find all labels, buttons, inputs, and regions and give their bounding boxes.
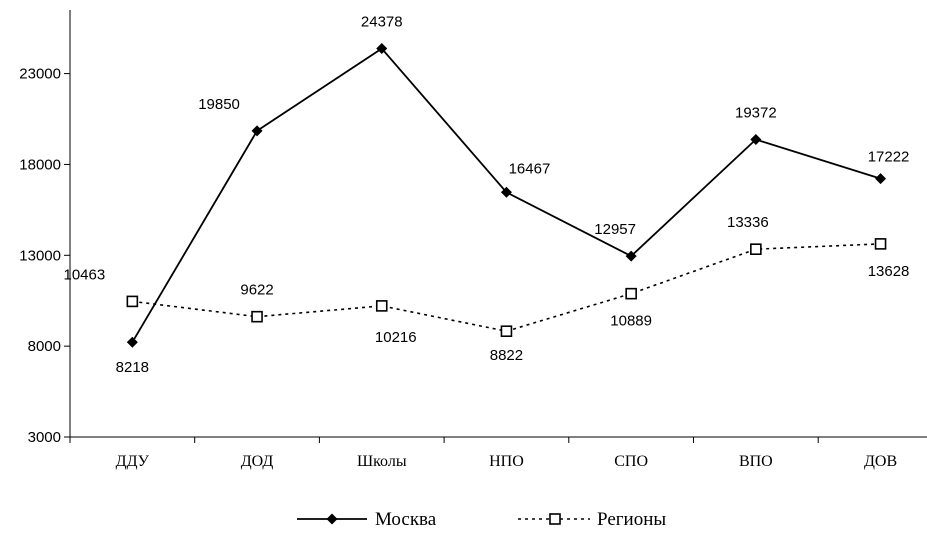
y-tick-label: 23000 — [19, 66, 61, 83]
data-point — [500, 186, 512, 198]
data-label: 13336 — [727, 214, 769, 231]
x-tick-label: Школы — [357, 453, 407, 470]
x-tick-label: ДОВ — [864, 453, 897, 470]
data-point — [251, 310, 263, 323]
data-point — [875, 173, 887, 185]
y-tick-label: 13000 — [19, 247, 61, 264]
y-tick-label: 18000 — [19, 156, 61, 173]
y-tick-label: 3000 — [28, 429, 61, 446]
data-label: 24378 — [361, 14, 403, 31]
data-label: 8218 — [116, 359, 149, 376]
data-labels: 8218 19850 24378 16467 12957 19372 17222 10463 9… — [63, 14, 909, 377]
data-label: 16467 — [509, 160, 551, 177]
data-point — [126, 295, 139, 308]
data-point — [750, 243, 762, 255]
data-label: 12957 — [594, 221, 636, 238]
data-label: 17222 — [868, 149, 910, 166]
data-label: 13628 — [868, 263, 910, 280]
data-label: 8822 — [490, 347, 523, 364]
data-label: 19372 — [735, 105, 777, 122]
legend-label-moscow: Москва — [375, 509, 437, 530]
data-point — [376, 43, 388, 55]
y-tick-label: 8000 — [28, 338, 61, 355]
data-label: 19850 — [198, 96, 240, 113]
data-point — [126, 336, 138, 348]
data-label: 10889 — [610, 313, 652, 330]
axes: 3000 8000 13000 18000 23000 ДДУ ДОД Школы НПО СПО… — [19, 10, 927, 470]
x-tick-label: ДОД — [241, 453, 274, 470]
data-point — [625, 250, 637, 262]
legend-label-regions: Регионы — [597, 509, 666, 530]
x-tick-label: НПО — [489, 453, 524, 470]
data-point — [874, 238, 887, 250]
legend-marker-regions — [549, 513, 561, 525]
data-label: 9622 — [240, 282, 273, 299]
data-label: 10463 — [63, 266, 105, 283]
data-point — [625, 287, 637, 300]
series-layer — [126, 43, 887, 348]
data-label: 10216 — [375, 329, 417, 346]
legend-marker-moscow — [326, 513, 338, 525]
legend: Москва Регионы — [297, 509, 666, 530]
data-point — [375, 300, 388, 312]
series-moscow — [126, 43, 887, 348]
data-point — [500, 325, 513, 338]
x-tick-label: ДДУ — [116, 453, 150, 470]
data-point — [750, 134, 762, 146]
x-tick-label: ВПО — [739, 453, 773, 470]
series-regions — [126, 238, 887, 338]
x-tick-label: СПО — [614, 453, 648, 470]
data-point — [251, 125, 263, 137]
